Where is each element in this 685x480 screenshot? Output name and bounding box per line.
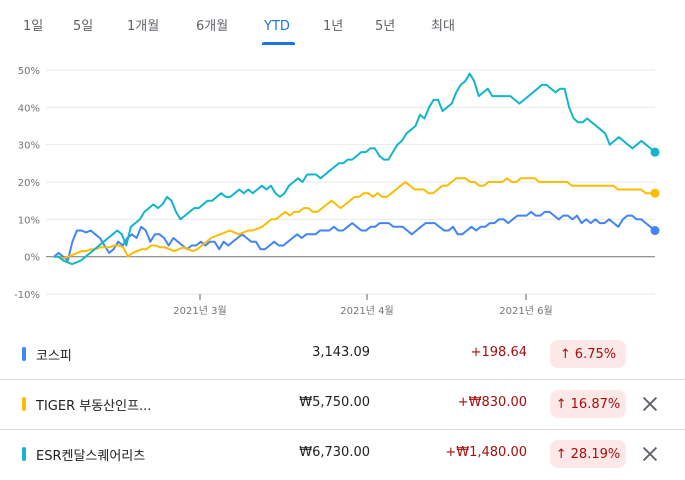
time-range-tabs: 1일 5일 1개월 6개월 YTD 1년 5년 최대 bbox=[0, 18, 480, 45]
arrow-up-icon: ↑ bbox=[555, 446, 567, 462]
stock-price: 3,143.09 bbox=[312, 345, 370, 360]
percent-change-value: 28.19% bbox=[570, 446, 621, 462]
series-end-point-2 bbox=[650, 188, 660, 198]
percent-change-value: 6.75% bbox=[574, 346, 617, 362]
stock-name: 코스피 bbox=[36, 349, 72, 364]
series-color-marker bbox=[22, 397, 26, 411]
divider bbox=[0, 429, 685, 430]
tab-max[interactable]: 최대 bbox=[431, 19, 455, 34]
y-tick-label: 30% bbox=[18, 141, 40, 152]
y-tick-label: 40% bbox=[18, 103, 40, 114]
arrow-up-icon: ↑ bbox=[555, 396, 567, 412]
tab-1y[interactable]: 1년 bbox=[323, 19, 344, 34]
series-color-marker bbox=[22, 447, 26, 461]
series-color-marker bbox=[22, 347, 26, 361]
tab-5d[interactable]: 5일 bbox=[73, 19, 94, 34]
close-icon[interactable] bbox=[639, 393, 661, 415]
stock-change: +₩1,480.00 bbox=[445, 445, 527, 460]
series-end-point-1 bbox=[650, 226, 660, 236]
x-tick-label: 2021년 3월 bbox=[173, 305, 226, 317]
series-end-point-3 bbox=[650, 147, 660, 157]
series-line-2 bbox=[54, 177, 655, 260]
stock-row-esr[interactable]: ESR켄달스퀘어리츠 ₩6,730.00 +₩1,480.00 ↑ 28.19% bbox=[0, 430, 685, 480]
tab-ytd[interactable]: YTD bbox=[264, 19, 290, 34]
percent-change-badge: ↑ 6.75% bbox=[550, 340, 626, 368]
comparison-line-chart: 50% 40% 30% 20% 10% 0% -10% 2021년 3월 2021년 4월 202… bbox=[14, 66, 660, 317]
percent-change-value: 16.87% bbox=[570, 396, 621, 412]
x-tick-label: 2021년 4월 bbox=[340, 305, 393, 317]
tab-1m[interactable]: 1개월 bbox=[127, 19, 160, 34]
tab-5y[interactable]: 5년 bbox=[375, 19, 396, 34]
percent-change-badge: ↑ 28.19% bbox=[550, 440, 626, 468]
y-tick-label: -10% bbox=[14, 290, 40, 301]
stock-name: ESR켄달스퀘어리츠 bbox=[36, 449, 146, 464]
percent-change-badge: ↑ 16.87% bbox=[550, 390, 626, 418]
arrow-up-icon: ↑ bbox=[559, 346, 571, 362]
y-tick-label: 50% bbox=[18, 66, 40, 77]
series-line-3 bbox=[54, 72, 656, 266]
divider bbox=[0, 379, 685, 380]
stock-price: ₩5,750.00 bbox=[299, 395, 370, 410]
y-tick-label: 0% bbox=[24, 253, 40, 264]
y-tick-label: 10% bbox=[18, 215, 40, 226]
series-line-1 bbox=[53, 210, 656, 262]
stock-row-kospi[interactable]: 코스피 3,143.09 +198.64 ↑ 6.75% bbox=[0, 330, 685, 380]
close-icon[interactable] bbox=[639, 443, 661, 465]
y-tick-label: 20% bbox=[18, 178, 40, 189]
stock-change: +₩830.00 bbox=[457, 395, 527, 410]
tab-6m[interactable]: 6개월 bbox=[196, 19, 229, 34]
tab-1d[interactable]: 1일 bbox=[23, 19, 44, 34]
x-tick-label: 2021년 6월 bbox=[499, 305, 552, 317]
active-tab-indicator bbox=[262, 42, 295, 45]
stock-name: TIGER 부동산인프... bbox=[36, 399, 152, 414]
stock-row-tiger[interactable]: TIGER 부동산인프... ₩5,750.00 +₩830.00 ↑ 16.87… bbox=[0, 380, 685, 430]
stock-change: +198.64 bbox=[470, 345, 527, 360]
stock-price: ₩6,730.00 bbox=[299, 445, 370, 460]
